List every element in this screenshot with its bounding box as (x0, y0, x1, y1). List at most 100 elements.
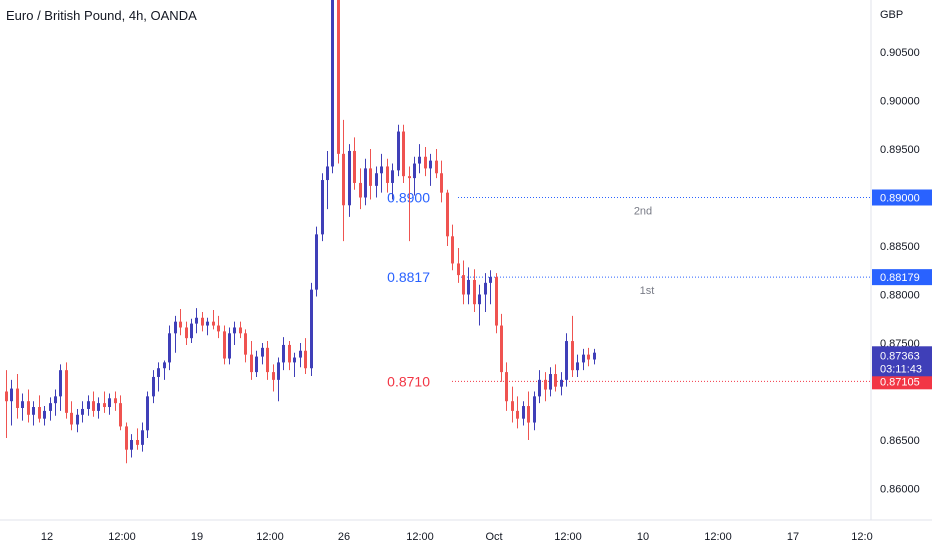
candle-body (228, 333, 231, 359)
candle-body (522, 406, 525, 419)
candle-body (114, 398, 117, 404)
candle-body (108, 398, 111, 408)
candle-body (402, 131, 405, 177)
candle-body (587, 354, 590, 360)
candle-body (59, 370, 62, 397)
y-tick-label: 0.86500 (880, 435, 920, 447)
level-axis-badge (872, 269, 932, 286)
candle-body (32, 407, 35, 415)
y-tick-label: 0.90000 (880, 96, 920, 108)
level-axis-badge (872, 373, 932, 390)
candle-body (495, 277, 498, 326)
candle-body (255, 356, 258, 373)
candle-body (157, 368, 160, 377)
x-tick-label: 12:00 (704, 531, 732, 543)
candle-body (21, 401, 24, 408)
candle-body (212, 321, 215, 326)
candle-body (27, 401, 30, 415)
candle-body (310, 289, 313, 369)
candle-body (43, 410, 46, 419)
level-axis-badge (872, 189, 932, 206)
level-axis-label: 0.87105 (880, 376, 920, 388)
candle-body (293, 357, 296, 363)
candle-body (511, 401, 514, 411)
candle-body (429, 160, 432, 169)
level-label: 0.8817 (387, 269, 430, 285)
candle-body (560, 379, 563, 387)
candle-body (408, 176, 411, 179)
candle-body (185, 327, 188, 339)
last-price-label: 0.87363 (880, 350, 920, 362)
y-tick-label: 0.88000 (880, 290, 920, 302)
candle-body (440, 173, 443, 193)
x-tick-label: 12 (41, 531, 53, 543)
candle-body (288, 344, 291, 363)
candle-body (359, 182, 362, 198)
candle-body (582, 354, 585, 363)
candle-body (5, 391, 8, 402)
candle-body (364, 168, 367, 198)
candle-body (119, 403, 122, 427)
candle-body (223, 331, 226, 359)
candle-body (233, 327, 236, 334)
candle-body (391, 170, 394, 183)
candle-body (505, 372, 508, 402)
candle-body (125, 426, 128, 450)
candle-body (571, 341, 574, 371)
candle-body (282, 344, 285, 363)
candle-body (353, 150, 356, 183)
x-tick-label: 19 (191, 531, 203, 543)
level-axis-label: 0.89000 (880, 193, 920, 205)
candle-body (244, 333, 247, 355)
candle-body (250, 354, 253, 373)
candle-body (146, 396, 149, 431)
zone-label: 1st (640, 285, 655, 297)
candle-body (277, 362, 280, 380)
candle-body (321, 180, 324, 235)
x-tick-label: Oct (485, 531, 502, 543)
x-tick-label: 12:00 (108, 531, 136, 543)
candle-body (49, 403, 52, 411)
candle-body (190, 323, 193, 339)
candle-body (261, 347, 264, 357)
bar-countdown-label: 03:11:43 (880, 363, 922, 375)
candle-body (217, 325, 220, 332)
candle-body (136, 440, 139, 445)
candle-body (195, 317, 198, 324)
candle-body (168, 333, 171, 363)
candle-body (16, 388, 19, 408)
x-tick-label: 26 (338, 531, 350, 543)
candle-body (451, 236, 454, 264)
candle-body (92, 401, 95, 411)
y-tick-label: 0.90500 (880, 47, 920, 59)
candle-body (179, 321, 182, 328)
candle-body (457, 263, 460, 276)
candle-body (10, 388, 13, 402)
candle-body (533, 396, 536, 423)
x-tick-label: 10 (637, 531, 649, 543)
candle-body (375, 173, 378, 186)
candle-body (206, 321, 209, 326)
candle-body (152, 376, 155, 397)
candle-body (103, 403, 106, 408)
candle-body (397, 131, 400, 171)
candle-body (87, 401, 90, 409)
candle-body (348, 150, 351, 206)
candle-body (538, 379, 541, 397)
candle-body (266, 347, 269, 373)
level-label: 0.8710 (387, 373, 430, 389)
candle-body (462, 275, 465, 295)
candle-body (76, 414, 79, 425)
candle-body (500, 325, 503, 373)
zone-label: 2nd (634, 206, 652, 218)
candle-body (97, 403, 100, 411)
last-price-badge (872, 346, 932, 377)
candle-body (413, 163, 416, 179)
candle-body (342, 153, 345, 206)
y-tick-label: 0.86000 (880, 484, 920, 496)
candle-body (527, 406, 530, 423)
candle-body (201, 317, 204, 326)
candle-body (130, 440, 133, 450)
candle-body (576, 362, 579, 371)
